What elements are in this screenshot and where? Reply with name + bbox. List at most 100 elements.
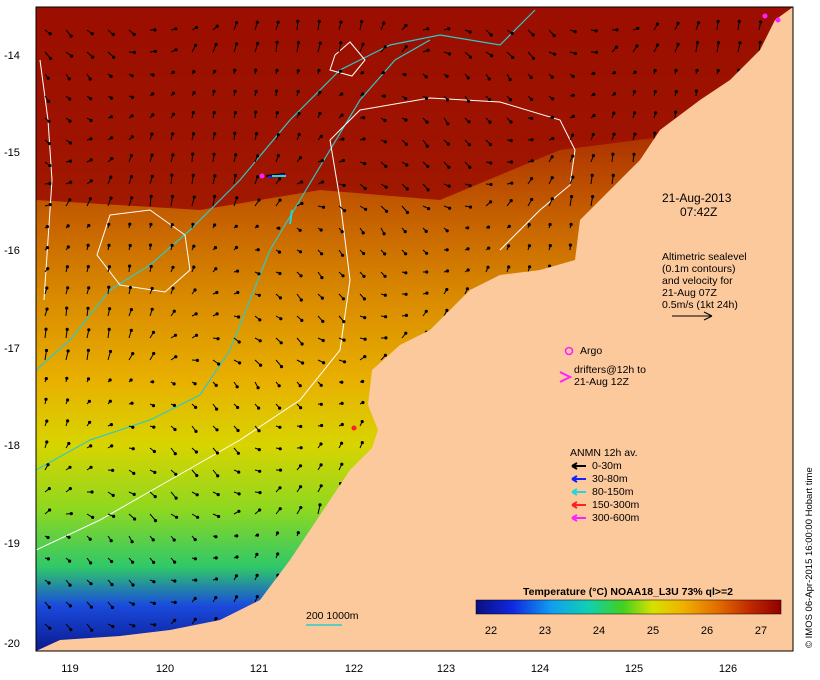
- velocity-vector-head: [486, 265, 490, 269]
- lat-tick-label: -16: [4, 245, 20, 257]
- lat-tick-label: -19: [4, 538, 20, 550]
- velocity-vector-head: [214, 556, 218, 560]
- velocity-vector-head: [131, 425, 135, 429]
- velocity-vector-head: [550, 176, 554, 180]
- velocity-vector-head: [636, 26, 640, 30]
- velocity-vector-head: [425, 251, 429, 255]
- warm-water-region: [36, 7, 793, 210]
- velocity-vector-head: [404, 142, 408, 146]
- velocity-vector-head: [108, 378, 112, 382]
- velocity-vector-head: [405, 210, 410, 215]
- velocity-vector-head: [550, 197, 554, 201]
- velocity-vector-head: [44, 397, 48, 401]
- velocity-vector-head: [45, 246, 50, 250]
- velocity-vector-head: [171, 265, 175, 269]
- velocity-vector-head: [612, 132, 616, 136]
- velocity-vector-head: [318, 90, 322, 94]
- velocity-vector-head: [88, 197, 92, 201]
- velocity-vector-head: [298, 250, 303, 254]
- arrow-icon: [571, 475, 586, 483]
- velocity-vector-head: [217, 514, 221, 519]
- velocity-vector-head: [403, 73, 407, 77]
- velocity-vector-head: [445, 248, 449, 252]
- velocity-vector-head: [256, 154, 260, 158]
- velocity-vector-head: [296, 40, 301, 45]
- velocity-vector-head: [107, 222, 111, 226]
- velocity-vector-head: [363, 337, 367, 341]
- velocity-vector-head: [510, 31, 514, 35]
- velocity-vector-head: [235, 269, 240, 273]
- velocity-vector-head: [468, 30, 472, 34]
- velocity-vector-head: [65, 265, 69, 269]
- velocity-vector-head: [426, 188, 430, 192]
- velocity-vector-head: [90, 628, 94, 632]
- lon-tick-label: 123: [437, 663, 455, 675]
- velocity-vector-head: [192, 244, 196, 248]
- drifter-marker-icon: [559, 371, 573, 383]
- velocity-vector-head: [551, 136, 555, 141]
- velocity-vector-head: [550, 155, 554, 159]
- velocity-vector-head: [66, 224, 70, 228]
- velocity-vector-head: [109, 74, 113, 78]
- velocity-vector-head: [296, 69, 300, 73]
- velocity-vector-head: [66, 398, 70, 402]
- velocity-vector-head: [46, 535, 50, 540]
- velocity-vector-head: [296, 19, 300, 23]
- velocity-vector-head: [489, 161, 493, 165]
- velocity-vector-head: [235, 385, 239, 389]
- velocity-vector-head: [236, 428, 240, 433]
- velocity-vector-head: [174, 496, 178, 500]
- velocity-vector-head: [674, 110, 678, 114]
- velocity-vector-head: [151, 404, 156, 408]
- velocity-vector-head: [192, 70, 196, 74]
- velocity-vector-head: [89, 137, 93, 141]
- velocity-vector-head: [194, 429, 198, 433]
- velocity-vector-head: [340, 92, 344, 96]
- velocity-vector-head: [173, 618, 177, 623]
- velocity-vector-head: [171, 91, 175, 95]
- velocity-vector-head: [633, 111, 637, 115]
- velocity-vector-head: [69, 34, 73, 38]
- lat-tick-label: -17: [4, 343, 20, 355]
- velocity-vector-head: [133, 517, 137, 521]
- velocity-vector-head: [151, 73, 155, 77]
- velocity-vector-head: [235, 196, 239, 200]
- velocity-vector-head: [45, 307, 49, 311]
- velocity-vector-head: [299, 446, 303, 450]
- velocity-vector-head: [530, 177, 534, 181]
- velocity-vector-head: [150, 286, 154, 291]
- velocity-vector-head: [384, 185, 388, 189]
- velocity-vector-head: [255, 533, 260, 537]
- velocity-vector-head: [296, 89, 300, 94]
- velocity-vector-head: [132, 50, 136, 55]
- velocity-vector-head: [193, 617, 197, 622]
- velocity-vector-head: [69, 180, 73, 184]
- velocity-vector-head: [427, 207, 431, 211]
- velocity-vector-head: [278, 296, 282, 300]
- velocity-vector-head: [487, 77, 491, 81]
- velocity-vector-head: [467, 120, 471, 124]
- velocity-vector: [86, 350, 89, 361]
- velocity-vector-head: [404, 45, 408, 49]
- velocity-vector-head: [320, 296, 324, 300]
- legend-item: 0-30m: [571, 460, 622, 472]
- velocity-vector-head: [128, 264, 132, 268]
- velocity-vector-head: [110, 444, 114, 448]
- velocity-vector-head: [633, 70, 637, 74]
- velocity-vector-head: [489, 182, 493, 187]
- velocity-vector-head: [233, 131, 237, 135]
- velocity-vector-head: [152, 560, 156, 565]
- velocity-vector-head: [276, 154, 280, 158]
- isobath-label: 200 1000m: [306, 610, 359, 622]
- altimetry-note-line: Altimetric sealevel: [662, 251, 747, 263]
- velocity-vector-head: [213, 246, 218, 250]
- colorbar-tick-label: 23: [539, 625, 551, 637]
- velocity-vector-head: [446, 142, 450, 146]
- velocity-vector-head: [172, 309, 176, 313]
- velocity-vector-head: [149, 264, 153, 269]
- velocity-vector-head: [110, 559, 114, 564]
- velocity-vector-head: [592, 113, 596, 118]
- velocity-vector-head: [383, 140, 387, 144]
- velocity-vector-head: [111, 468, 115, 472]
- velocity-vector-head: [404, 118, 408, 122]
